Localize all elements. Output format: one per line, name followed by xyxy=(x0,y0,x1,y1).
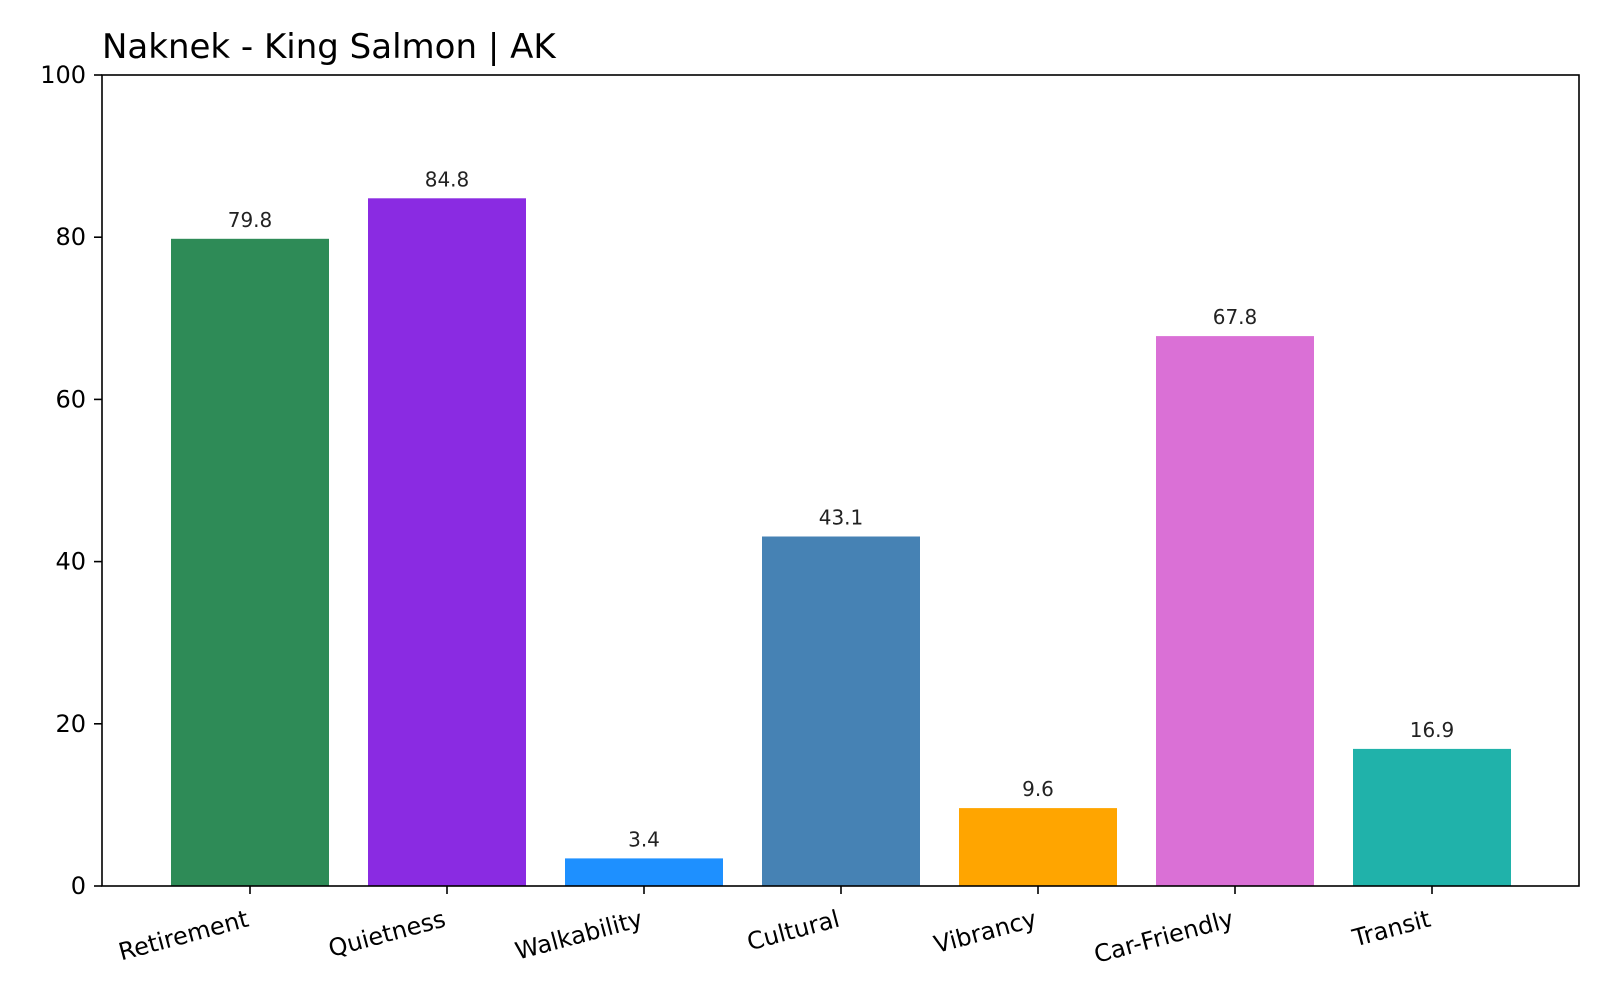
plot-frame xyxy=(101,74,1580,887)
bar-walkability xyxy=(565,858,723,886)
bar-value-labels: 79.8 84.8 3.4 43.1 9.6 67.8 16.9 xyxy=(228,167,1455,851)
bar-value-label: 43.1 xyxy=(819,506,864,530)
x-tick-label: Vibrancy xyxy=(931,905,1040,959)
bar-value-label: 84.8 xyxy=(425,167,470,191)
y-tick-label: 40 xyxy=(55,548,86,576)
x-axis: Retirement Quietness Walkability Cultural Vi… xyxy=(116,886,1434,969)
x-tick-label: Retirement xyxy=(116,905,252,967)
chart-title: Naknek - King Salmon | AK xyxy=(102,27,557,67)
bar-car-friendly xyxy=(1156,336,1314,887)
y-axis: 0 20 40 60 80 100 xyxy=(40,61,102,900)
x-tick-label: Car-Friendly xyxy=(1091,905,1237,969)
y-tick-label: 60 xyxy=(55,385,86,413)
bar-vibrancy xyxy=(959,808,1117,886)
x-tick-label: Quietness xyxy=(325,905,448,963)
bar-quietness xyxy=(368,198,526,887)
bar-retirement xyxy=(171,238,329,887)
bar-transit xyxy=(1353,748,1511,886)
x-tick-label: Transit xyxy=(1349,905,1434,953)
bar-cultural xyxy=(762,536,920,886)
y-tick-label: 0 xyxy=(71,872,86,900)
bar-value-label: 3.4 xyxy=(628,827,660,851)
x-tick-label: Cultural xyxy=(744,905,843,957)
y-tick-label: 80 xyxy=(55,223,86,251)
x-tick-label: Walkability xyxy=(512,905,645,966)
y-tick-label: 100 xyxy=(40,61,86,89)
bar-group xyxy=(171,198,1511,887)
bar-value-label: 67.8 xyxy=(1213,305,1258,329)
bar-value-label: 9.6 xyxy=(1022,777,1054,801)
y-tick-label: 20 xyxy=(55,710,86,738)
bar-value-label: 16.9 xyxy=(1410,718,1455,742)
bar-value-label: 79.8 xyxy=(228,208,273,232)
